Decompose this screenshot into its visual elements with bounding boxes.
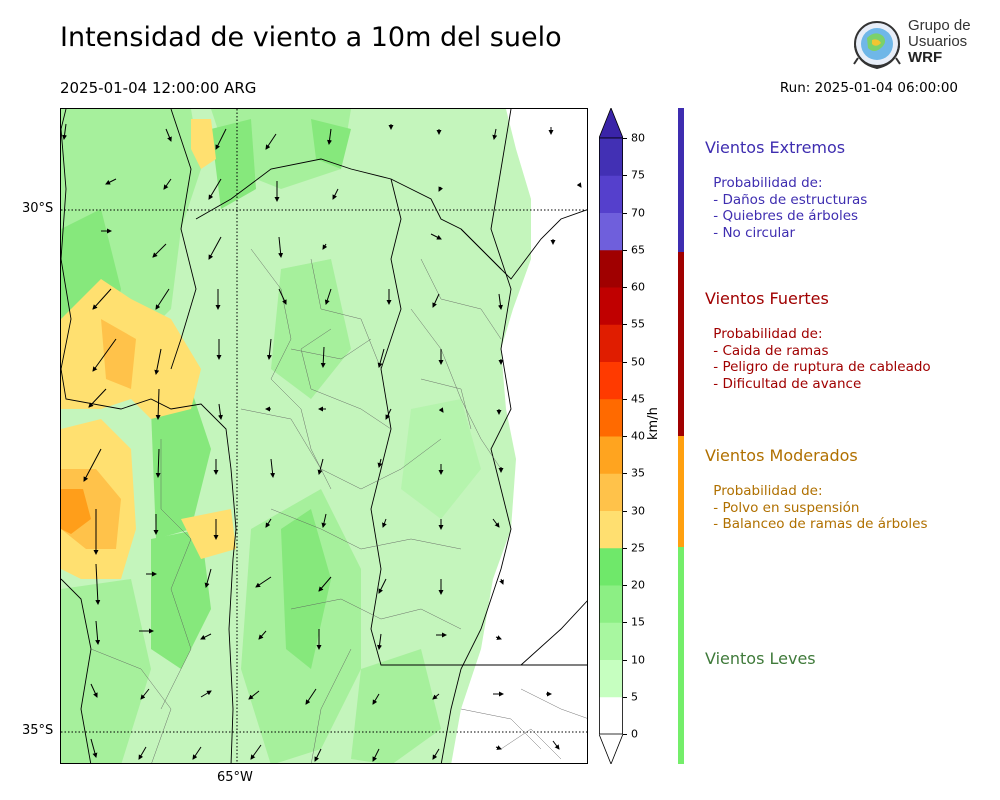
colorbar-tick-mark <box>623 659 627 661</box>
category-moderados: Vientos Moderados Probabilidad de: - Pol… <box>705 446 928 533</box>
colorbar-segment <box>599 398 623 437</box>
category-desc: Probabilidad de: - Caida de ramas - Peli… <box>713 326 931 392</box>
globe-icon <box>853 21 901 70</box>
colorbar-tick-label: 10 <box>631 653 645 666</box>
colorbar-tick-label: 80 <box>631 131 645 145</box>
category-bar-leves <box>678 547 684 764</box>
run-time: Run: 2025-01-04 06:00:00 <box>779 80 958 96</box>
category-name: Vientos Moderados <box>705 446 858 465</box>
colorbar-extend-min <box>599 733 623 764</box>
category-bar-extremos <box>678 108 684 252</box>
category-extremos: Vientos Extremos Probabilidad de: - Daño… <box>705 138 867 241</box>
colorbar-tick-mark <box>623 138 627 139</box>
wrf-logo: Grupo de Usuarios WRF <box>848 18 978 74</box>
colorbar-segment <box>599 547 623 586</box>
logo-line-3: WRF <box>908 49 943 66</box>
colorbar-tick-mark <box>623 175 627 177</box>
wind-arrows <box>62 123 582 762</box>
colorbar-border <box>599 137 623 735</box>
colorbar-tick-label: 75 <box>631 168 645 182</box>
colorbar-segment <box>599 138 623 176</box>
colorbar-tick-label: 25 <box>631 541 645 555</box>
colorbar-tick-mark <box>623 734 627 735</box>
category-desc: Probabilidad de: - Daños de estructuras … <box>713 175 868 241</box>
category-name: Vientos Extremos <box>705 138 846 157</box>
colorbar-tick-mark <box>623 212 627 214</box>
lat-label-35s: 35°S <box>22 723 54 738</box>
colorbar-tick-label: 15 <box>631 615 645 629</box>
colorbar-tick-mark <box>623 249 627 251</box>
colorbar-tick-mark <box>623 361 627 363</box>
lat-label-30s: 30°S <box>22 201 54 216</box>
category-desc: Probabilidad de: - Polvo en suspensión -… <box>713 483 928 532</box>
colorbar-segment <box>599 585 623 623</box>
colorbar-segment <box>599 324 623 362</box>
colorbar-segment <box>599 473 623 511</box>
colorbar-tick-label: 70 <box>631 206 645 219</box>
colorbar-segment <box>599 175 623 213</box>
colorbar-segment <box>599 659 623 698</box>
colorbar-tick-mark <box>623 287 627 288</box>
lon-label-65w: 65°W <box>217 770 253 785</box>
category-name: Vientos Fuertes <box>705 289 829 308</box>
valid-time: 2025-01-04 12:00:00 ARG <box>60 79 257 97</box>
colorbar-tick-label: 55 <box>631 317 645 331</box>
logo-text: Grupo de Usuarios WRF <box>908 18 971 66</box>
colorbar-tick-mark <box>623 696 627 698</box>
wind-map <box>60 108 588 764</box>
colorbar-segment <box>599 212 623 251</box>
colorbar-tick-label: 0 <box>631 727 638 741</box>
colorbar-tick-mark <box>623 622 627 624</box>
colorbar-unit: km/h <box>646 407 661 440</box>
colorbar-segment <box>599 696 623 735</box>
colorbar-segment <box>599 287 623 325</box>
colorbar-tick-label: 35 <box>631 466 645 480</box>
wind-map-canvas <box>61 109 587 763</box>
colorbar-tick-mark <box>623 473 627 475</box>
colorbar-segment <box>599 361 623 400</box>
colorbar-tick-mark <box>623 510 627 512</box>
colorbar-tick-mark <box>623 324 627 326</box>
colorbar-tick-mark <box>623 585 627 586</box>
colorbar-tick-label: 50 <box>631 355 645 368</box>
category-name: Vientos Leves <box>705 649 816 668</box>
colorbar <box>599 108 623 764</box>
colorbar-tick-label: 30 <box>631 504 645 517</box>
category-bar-fuertes <box>678 252 684 436</box>
colorbar-segment <box>599 622 623 660</box>
colorbar-tick-mark <box>623 547 627 549</box>
category-fuertes: Vientos Fuertes Probabilidad de: - Caida… <box>705 289 931 392</box>
colorbar-tick-label: 45 <box>631 392 645 406</box>
colorbar-segment <box>599 510 623 549</box>
colorbar-segment <box>599 436 623 474</box>
colorbar-tick-label: 60 <box>631 280 645 294</box>
page-title: Intensidad de viento a 10m del suelo <box>60 22 562 53</box>
colorbar-tick-label: 20 <box>631 578 645 592</box>
colorbar-tick-mark <box>623 398 627 400</box>
colorbar-tick-mark <box>623 436 627 437</box>
logo-line-2: Usuarios <box>908 33 968 50</box>
colorbar-segment <box>599 249 623 288</box>
colorbar-tick-label: 65 <box>631 243 645 257</box>
category-leves: Vientos Leves <box>705 649 816 668</box>
logo-line-1: Grupo de <box>908 17 971 34</box>
category-bar-moderados <box>678 436 684 547</box>
colorbar-tick-label: 40 <box>631 429 645 443</box>
colorbar-tick-label: 5 <box>631 690 638 704</box>
colorbar-extend-max <box>599 108 623 139</box>
